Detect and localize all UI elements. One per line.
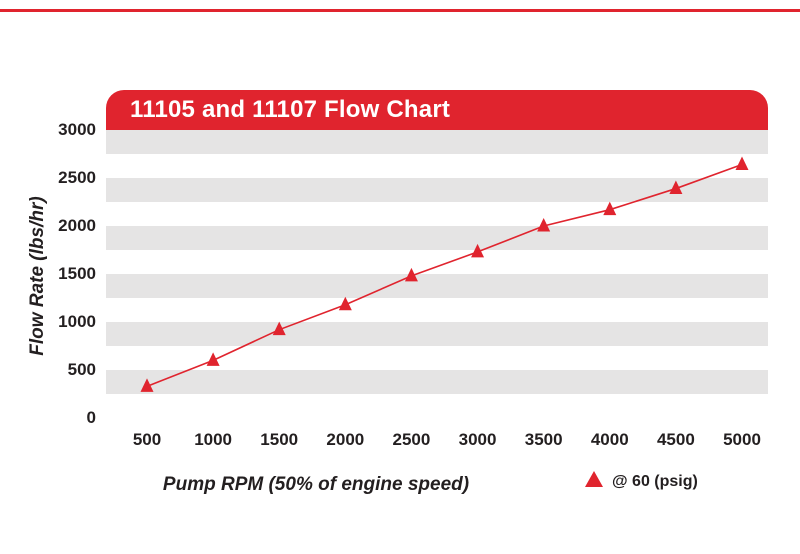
y-axis-tick-label: 1500 — [58, 264, 96, 283]
x-axis-title: Pump RPM (50% of engine speed) — [162, 474, 470, 495]
data-point-marker — [537, 218, 551, 232]
flow-chart-card: 11105 and 11107 Flow Chart — [106, 90, 768, 418]
x-axis-tick-label: 2500 — [392, 430, 431, 449]
chart-title: 11105 and 11107 Flow Chart — [130, 96, 451, 123]
x-axis-tick-label: 1500 — [260, 430, 299, 449]
plot-area — [106, 130, 768, 418]
flow-rate-line — [146, 163, 743, 388]
x-axis-tick-label: 2000 — [326, 430, 365, 449]
x-axis-tick-label: 500 — [132, 430, 162, 449]
data-point-marker — [206, 352, 220, 366]
x-axis-tick-label: 3500 — [524, 430, 563, 449]
data-point-marker — [471, 243, 485, 258]
data-point-marker — [404, 267, 418, 282]
legend-triangle-marker-icon — [585, 471, 603, 492]
plot-background-band — [106, 154, 768, 178]
plot-background-band — [106, 178, 768, 202]
plot-background-band — [106, 130, 768, 154]
flow-plot — [106, 130, 768, 418]
y-axis-tick-label: 500 — [67, 360, 96, 379]
legend-label: @ 60 (psig) — [612, 472, 698, 490]
y-axis-tick-label: 1000 — [58, 312, 96, 331]
legend: @ 60 (psig) — [585, 471, 698, 492]
plot-background-band — [106, 250, 768, 274]
x-axis-tick-label: 4500 — [656, 430, 695, 449]
plot-background-band — [106, 274, 768, 298]
y-axis-tick-label: 3000 — [58, 120, 96, 139]
plot-background-band — [106, 370, 768, 394]
y-axis-tick-label: 2500 — [58, 168, 96, 187]
x-axis-tick-label: 1000 — [194, 430, 233, 449]
plot-background-band — [106, 202, 768, 226]
plot-background-band — [106, 394, 768, 418]
x-axis-tick-label: 4000 — [590, 430, 629, 449]
x-axis-tick-label: 3000 — [458, 430, 497, 449]
y-axis-tick-label: 2000 — [58, 216, 96, 235]
data-point-marker — [140, 378, 154, 392]
data-point-marker — [272, 321, 286, 336]
y-axis-tick-label: 0 — [86, 408, 96, 427]
data-point-marker — [603, 201, 617, 216]
chart-header: 11105 and 11107 Flow Chart — [106, 90, 768, 130]
plot-background-band — [106, 226, 768, 250]
data-point-marker — [669, 180, 683, 195]
data-point-marker — [338, 296, 352, 311]
plot-background-band — [106, 298, 768, 322]
plot-background-band — [106, 346, 768, 370]
data-point-marker — [735, 156, 749, 171]
top-border-rule — [0, 9, 800, 12]
x-axis-tick-label: 5000 — [723, 430, 761, 449]
plot-background-band — [106, 322, 768, 346]
